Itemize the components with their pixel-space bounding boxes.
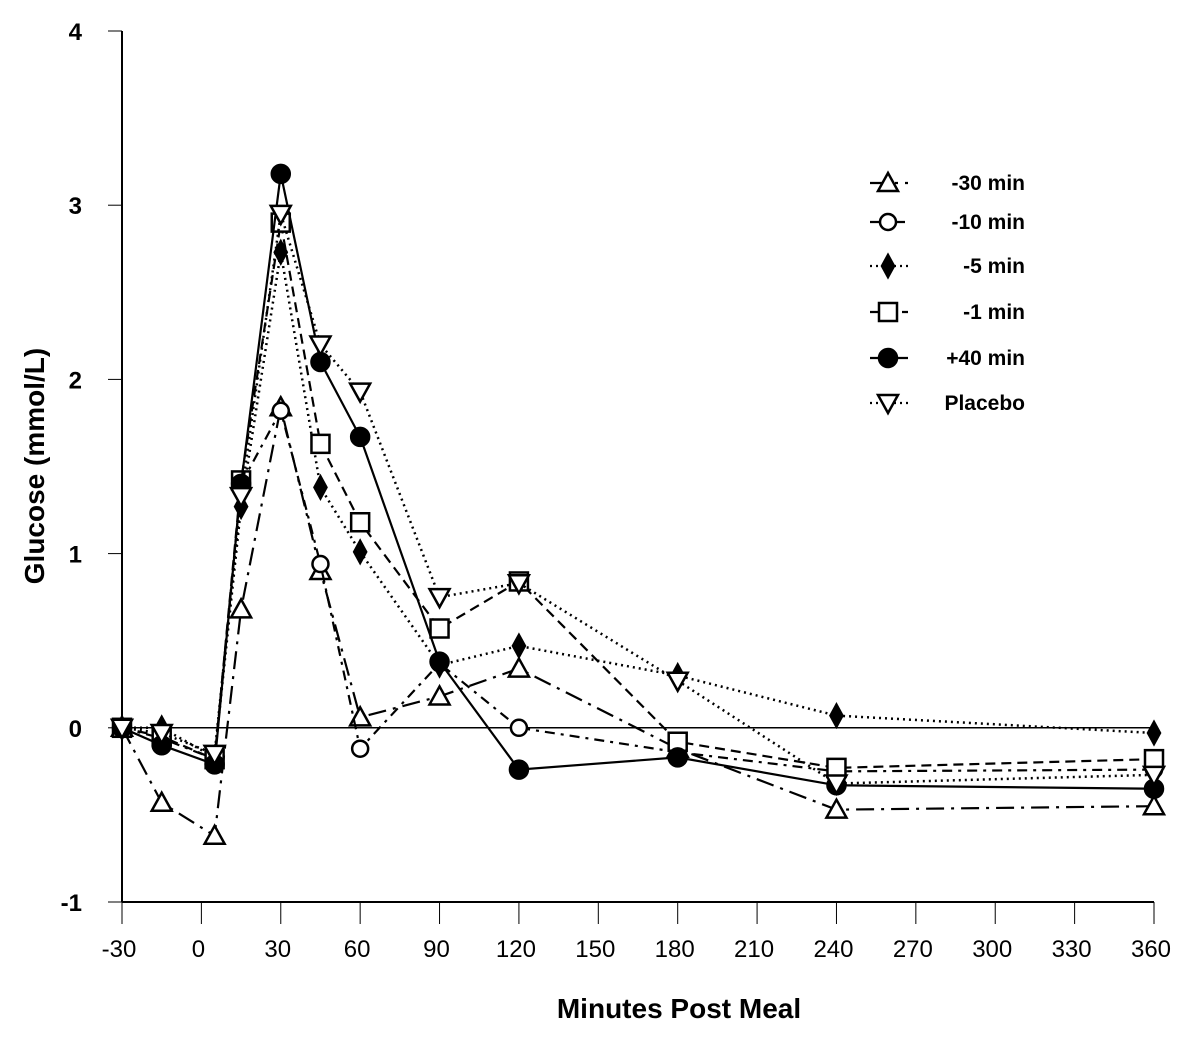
legend-item: -10 min [870, 211, 1025, 234]
data-point [109, 718, 135, 741]
x-tick-label: 240 [813, 936, 853, 963]
y-tick-label: 1 [69, 542, 82, 569]
series-layer [109, 163, 1167, 846]
data-point [509, 718, 529, 738]
y-tick-label: 2 [69, 367, 82, 394]
data-point [202, 744, 227, 767]
x-tick-label: 120 [496, 936, 536, 963]
data-point [826, 757, 847, 779]
x-tick-label: 270 [893, 936, 933, 963]
y-tick-label: -1 [61, 890, 82, 917]
data-point [228, 486, 254, 509]
x-tick-label: 30 [264, 936, 291, 963]
axes: -1 0 1 2 3 4 -30 0 30 60 90 120 150 180 210 240 270 300 33… [61, 19, 1171, 963]
data-point [508, 759, 530, 780]
data-point [427, 683, 452, 706]
y-tick-label: 0 [69, 716, 82, 743]
series-line [121, 407, 1155, 838]
data-point [665, 671, 690, 694]
data-point [308, 335, 333, 358]
data-point [427, 587, 452, 610]
data-point [506, 655, 532, 678]
series-line [121, 407, 1155, 773]
data-point [228, 596, 254, 619]
data-point [310, 433, 331, 455]
y-tick-label: 4 [69, 19, 83, 46]
legend-item: -30 min [870, 170, 1025, 195]
data-point [271, 401, 291, 421]
legend-label: -10 min [951, 211, 1025, 234]
data-point [824, 774, 849, 797]
legend-item: +40 min [870, 347, 1025, 370]
data-point [829, 701, 844, 730]
legend-label: -5 min [963, 255, 1025, 278]
series-30-min [109, 394, 1167, 846]
legend-marker [875, 393, 901, 416]
data-point [511, 632, 527, 660]
legend-label: -1 min [963, 301, 1025, 324]
x-tick-label: 90 [423, 936, 450, 963]
data-point [1143, 748, 1165, 770]
data-point [352, 538, 368, 566]
legend-label: Placebo [944, 392, 1025, 415]
data-point [149, 790, 174, 812]
legend-label: -30 min [951, 172, 1025, 195]
data-point [506, 573, 532, 596]
data-point [268, 204, 293, 227]
data-point [1141, 765, 1167, 788]
data-point [149, 723, 174, 746]
legend-item: Placebo [870, 392, 1025, 416]
data-point [429, 618, 450, 639]
series-placebo [109, 204, 1167, 797]
data-point [313, 473, 328, 502]
legend-marker [877, 347, 899, 369]
x-tick-label: 0 [192, 936, 205, 963]
data-point [1146, 719, 1162, 747]
data-point [202, 823, 227, 846]
data-point [824, 797, 849, 819]
series-line [121, 213, 1155, 785]
x-tick-label: 330 [1052, 936, 1092, 963]
x-tick-label: 60 [344, 936, 371, 963]
x-tick-label: 210 [734, 936, 774, 963]
legend-item: -5 min [870, 252, 1025, 280]
legend-marker [877, 301, 899, 323]
x-tick-label: 360 [1131, 936, 1171, 963]
series-1-min [111, 212, 1165, 779]
data-point [349, 511, 371, 533]
legend-item: -1 min [870, 301, 1025, 324]
data-point [311, 554, 330, 574]
legend-label: +40 min [946, 347, 1025, 370]
x-tick-label: 150 [575, 936, 615, 963]
x-tick-label: -30 [102, 936, 137, 963]
data-point [349, 426, 371, 448]
data-point [270, 163, 292, 185]
x-axis-title: Minutes Post Meal [557, 993, 801, 1024]
data-point [350, 739, 370, 758]
data-point [1141, 793, 1167, 816]
series-line [122, 252, 1155, 760]
legend-marker [880, 252, 896, 280]
data-point [348, 382, 373, 405]
y-tick-label: 3 [69, 193, 82, 220]
legend-marker [875, 170, 901, 193]
data-point [348, 704, 373, 727]
legend-marker [878, 212, 898, 232]
x-tick-label: 180 [655, 936, 695, 963]
legend: -30 min -10 min -5 min -1 min +40 min Placebo [870, 170, 1025, 416]
y-axis-title: Glucose (mmol/L) [19, 348, 50, 584]
x-tick-label: 300 [972, 936, 1012, 963]
data-point [429, 651, 450, 672]
data-point [667, 747, 688, 768]
